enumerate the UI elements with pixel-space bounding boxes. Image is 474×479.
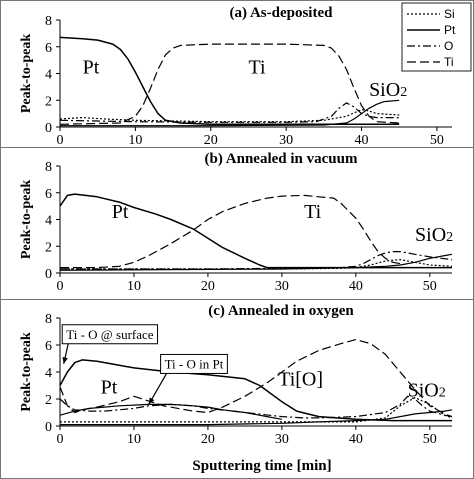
region-label: SiO2 [369, 79, 407, 101]
x-tick-label: 40 [349, 279, 363, 294]
region-label: Pt [112, 201, 129, 223]
series-pt [59, 193, 452, 269]
x-tick-label: 0 [57, 133, 64, 148]
x-tick-label: 10 [128, 133, 142, 148]
legend-box [401, 2, 472, 72]
y-tick-label: 0 [45, 420, 52, 435]
series-o [59, 102, 400, 123]
y-tick-label: 2 [45, 240, 52, 255]
x-tick-label: 20 [201, 279, 215, 294]
x-tick-label: 50 [423, 432, 437, 447]
series-ti-o-in-pt [59, 403, 283, 420]
y-tick-label: 8 [45, 160, 52, 175]
y-tick-label: 4 [45, 214, 52, 229]
callout-label: Ti - O in Pt [165, 356, 224, 371]
region-label: Ti [304, 201, 322, 223]
panel-as-deposited: 0 2 4 6 8 0 10 20 30 40 50 Peak-to-peak (a) As-depos… [19, 5, 452, 148]
legend-label-pt: Pt [444, 23, 456, 37]
x-tick-label: 40 [355, 133, 369, 148]
callout-box [61, 324, 159, 345]
x-axis-label: Sputtering time [min] [192, 458, 331, 474]
region-label: Ti [248, 57, 266, 79]
panel-title: (a) As-deposited [230, 5, 334, 21]
callout-arrowhead [62, 357, 68, 364]
series-sio2-signal [60, 99, 400, 127]
y-axis-label: Peak-to-peak [19, 332, 34, 412]
y-tick-label: 6 [45, 187, 52, 202]
series-si [60, 397, 453, 423]
region-label: SiO2 [408, 379, 446, 401]
x-tick-label: 10 [127, 279, 141, 294]
x-tick-label: 40 [349, 432, 363, 447]
y-tick-label: 0 [45, 121, 52, 136]
legend: Si Pt O Ti [401, 2, 472, 72]
legend-label-o: O [444, 39, 453, 53]
y-tick-label: 2 [45, 393, 52, 408]
x-tick-label: 0 [57, 432, 64, 447]
x-tick-label: 50 [430, 133, 444, 148]
x-tick-label: 50 [423, 279, 437, 294]
series-ti [59, 339, 453, 418]
series-ti [59, 43, 400, 125]
x-tick-label: 20 [204, 133, 218, 148]
callout-box [160, 353, 228, 374]
panel-title: (c) Annealed in oxygen [208, 303, 354, 319]
x-tick-label: 10 [127, 432, 141, 447]
legend-label-ti: Ti [444, 55, 454, 69]
y-tick-label: 6 [45, 339, 52, 354]
y-tick-label: 4 [45, 68, 52, 83]
panel-annealed-vacuum: 0 2 4 6 8 0 10 20 30 40 50 Peak-to-peak (b) Annealed… [19, 151, 453, 294]
y-tick-label: 6 [45, 41, 52, 56]
series-si [59, 109, 400, 123]
region-label: Ti[O] [278, 369, 323, 391]
series-pt [59, 359, 452, 422]
x-tick-label: 20 [201, 432, 215, 447]
region-label: Pt [83, 57, 100, 79]
y-tick-label: 8 [45, 14, 52, 29]
series-ti [60, 194, 401, 269]
panel-title: (b) Annealed in vacuum [205, 151, 358, 167]
x-tick-label: 30 [275, 279, 289, 294]
y-tick-label: 4 [45, 366, 52, 381]
y-tick-label: 2 [45, 94, 52, 109]
y-axis-label: Peak-to-peak [19, 34, 34, 114]
x-tick-label: 30 [275, 432, 289, 447]
series-sio2-signal [59, 253, 453, 271]
callout-label: Ti - O @ surface [66, 327, 154, 342]
region-label: SiO2 [415, 224, 453, 246]
y-tick-label: 0 [45, 267, 52, 282]
y-tick-label: 8 [45, 312, 52, 327]
callout-arrowhead [148, 397, 155, 405]
series-o [59, 395, 453, 419]
y-axis-label: Peak-to-peak [19, 180, 34, 260]
panel-annealed-oxygen: 0 2 4 6 8 0 10 20 30 40 50 Peak-to-peak (c) Annealed… [19, 303, 453, 447]
series-pt [59, 36, 400, 126]
region-label: Pt [101, 377, 118, 399]
x-tick-label: 30 [279, 133, 293, 148]
legend-label-si: Si [444, 7, 455, 21]
series-sio2-signal [60, 409, 453, 426]
x-tick-label: 0 [57, 279, 64, 294]
